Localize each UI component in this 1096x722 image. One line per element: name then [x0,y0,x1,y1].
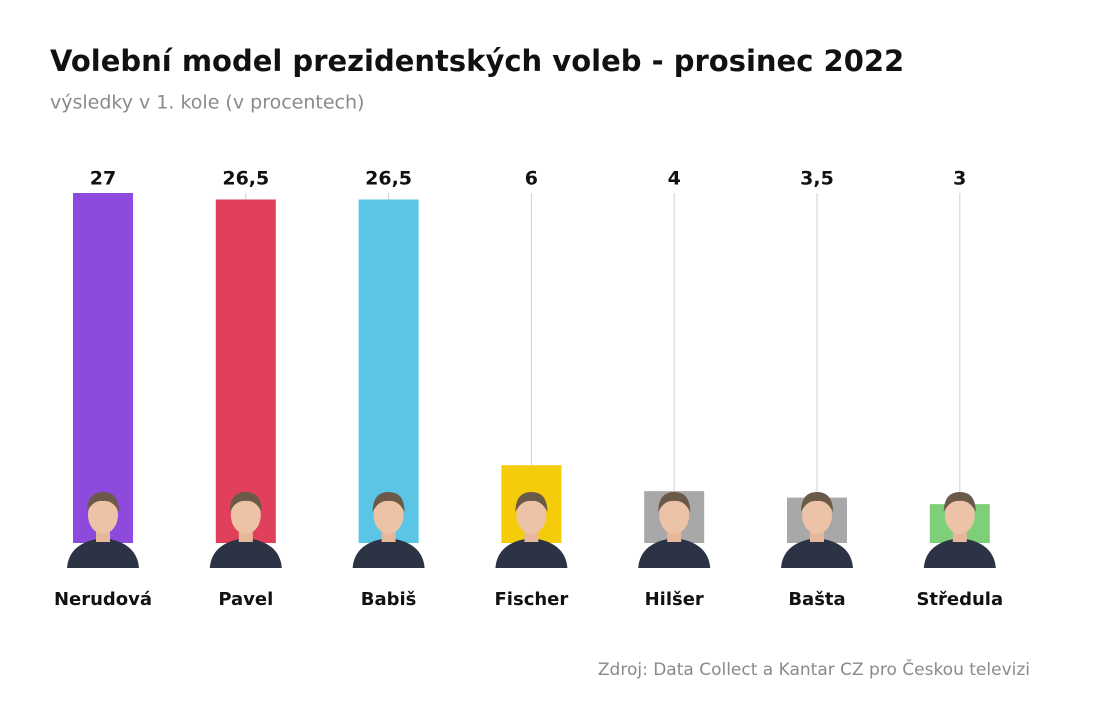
x-tick-label: Babiš [361,589,417,610]
portrait-hair [372,492,405,512]
portrait [67,492,139,568]
bar [73,193,133,543]
x-tick-label: Hilšer [645,589,704,610]
portrait-face [373,496,404,534]
portrait-hair [658,492,691,512]
portrait-shoulders [638,538,711,568]
portrait-shoulders [352,538,425,568]
portrait-hair [943,492,976,512]
bar [215,199,276,543]
chart-subtitle: výsledky v 1. kole (v procentech) [50,92,364,114]
source: Zdroj: Data Collect a Kantar CZ pro Česk… [598,658,1030,680]
x-tick-label: Fischer [495,589,569,610]
value-label: 6 [525,168,538,190]
value-label: 27 [90,168,116,190]
portrait-hair [801,492,833,512]
portrait-hair [229,492,262,512]
portrait-face [944,496,975,534]
x-tick-label: Nerudová [54,589,152,610]
portrait-hair [87,492,119,512]
bar [358,199,419,543]
value-label: 26,5 [365,168,412,190]
portrait-shoulders [495,538,568,568]
portrait-shoulders [67,538,139,568]
x-tick-label: Středula [916,589,1003,610]
portrait-face [802,496,832,534]
value-label: 3,5 [800,168,834,190]
portrait [638,492,711,568]
portrait-face [516,496,547,534]
portrait [352,492,425,568]
value-label: 4 [668,168,681,190]
portrait-shoulders [209,538,282,568]
value-label: 26,5 [222,168,269,190]
portrait-face [659,496,690,534]
portrait-hair [515,492,548,512]
value-label: 3 [953,168,966,190]
portrait-shoulders [923,538,996,568]
portrait-face [230,496,261,534]
portrait [781,492,853,568]
portrait [923,492,996,568]
portrait [209,492,282,568]
x-tick-label: Pavel [218,589,273,610]
portrait-face [88,496,118,534]
x-tick-label: Bašta [788,589,845,610]
portrait [495,492,568,568]
chart-title: Volební model prezidentských voleb - pro… [50,44,904,78]
portrait-shoulders [781,538,853,568]
